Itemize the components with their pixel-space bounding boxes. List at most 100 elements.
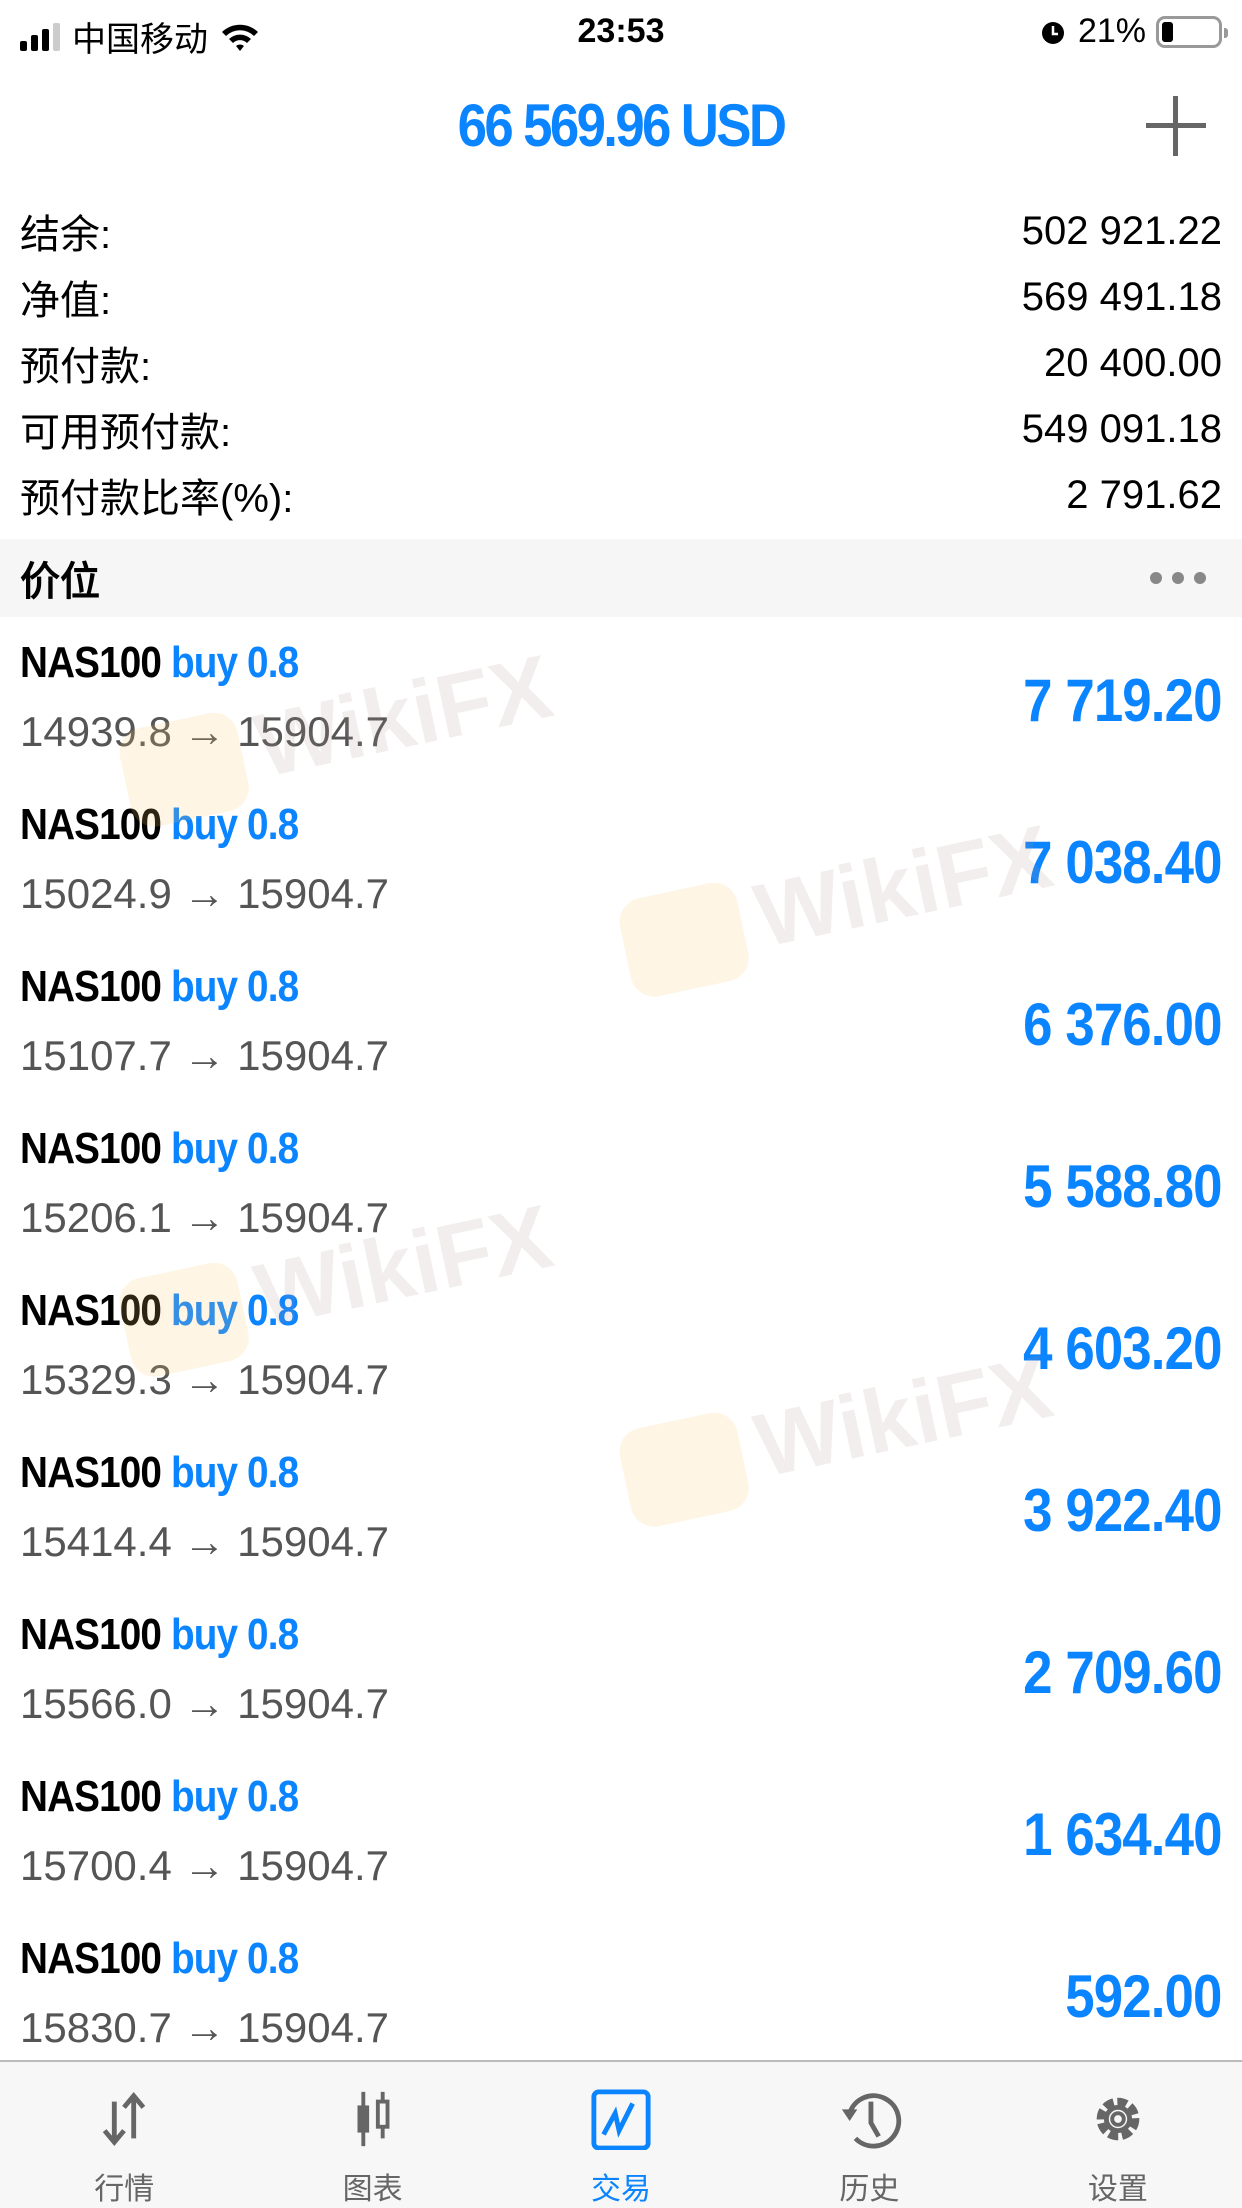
account-label: 预付款比率(%): xyxy=(20,477,294,521)
position-title: NAS100 buy 0.8 xyxy=(20,1934,299,1984)
profit: 1 634.40 xyxy=(1023,1801,1223,1868)
symbol: NAS100 xyxy=(20,800,162,849)
account-label: 可用预付款: xyxy=(20,411,232,455)
wifi-icon xyxy=(222,24,258,51)
header: 66 569.96 USD xyxy=(0,84,1242,168)
history-clock-icon xyxy=(842,2093,902,2149)
price-range: 15830.7 → 15904.7 xyxy=(20,2004,389,2051)
position-row[interactable]: NAS100 buy 0.8 15414.4 → 15904.7 3 922.4… xyxy=(0,1430,1242,1592)
symbol: NAS100 xyxy=(20,1448,162,1497)
position-row[interactable]: NAS100 buy 0.8 15206.1 → 15904.7 5 588.8… xyxy=(0,1106,1242,1268)
tab-label: 历史 xyxy=(839,2173,900,2206)
account-label: 结余: xyxy=(20,213,112,257)
position-title: NAS100 buy 0.8 xyxy=(20,800,299,850)
tab-label: 交易 xyxy=(591,2173,652,2206)
profit: 4 603.20 xyxy=(1023,1315,1223,1382)
tab-quotes[interactable]: 行情 xyxy=(0,2062,248,2208)
position-title: NAS100 buy 0.8 xyxy=(20,1448,299,1498)
symbol: NAS100 xyxy=(20,962,162,1011)
positions-header: 价位 xyxy=(0,539,1242,617)
symbol: NAS100 xyxy=(20,1610,162,1659)
position-row[interactable]: NAS100 buy 0.8 14939.8 → 15904.7 7 719.2… xyxy=(0,620,1242,782)
symbol: NAS100 xyxy=(20,1772,162,1821)
price-range: 15107.7 → 15904.7 xyxy=(20,1032,389,1079)
clock: 23:53 xyxy=(577,12,665,50)
order-type: buy 0.8 xyxy=(170,1934,299,1983)
price-range: 15414.4 → 15904.7 xyxy=(20,1518,389,1565)
order-type: buy 0.8 xyxy=(170,1610,299,1659)
quotes-arrows-icon xyxy=(102,2091,146,2147)
battery-percent: 21% xyxy=(1077,12,1146,50)
profit: 7 038.40 xyxy=(1023,829,1223,896)
price-range: 14939.8 → 15904.7 xyxy=(20,708,389,755)
position-row[interactable]: NAS100 buy 0.8 15024.9 → 15904.7 7 038.4… xyxy=(0,782,1242,944)
account-label: 净值: xyxy=(20,279,112,323)
price-range: 15700.4 → 15904.7 xyxy=(20,1842,389,1889)
position-row[interactable]: NAS100 buy 0.8 15700.4 → 15904.7 1 634.4… xyxy=(0,1754,1242,1916)
account-value: 502 921.22 xyxy=(1021,208,1222,253)
status-bar: 中国移动 23:53 21% xyxy=(0,0,1242,64)
order-type: buy 0.8 xyxy=(170,1286,299,1335)
order-type: buy 0.8 xyxy=(170,800,299,849)
account-row: 结余: 502 921.22 xyxy=(0,198,1242,264)
position-title: NAS100 buy 0.8 xyxy=(20,1610,299,1660)
symbol: NAS100 xyxy=(20,638,162,687)
position-title: NAS100 buy 0.8 xyxy=(20,1124,299,1174)
position-title: NAS100 buy 0.8 xyxy=(20,1286,299,1336)
tab-chart[interactable]: 图表 xyxy=(248,2062,496,2208)
add-order-button[interactable] xyxy=(1146,96,1206,156)
price-range: 15329.3 → 15904.7 xyxy=(20,1356,389,1403)
price-range: 15566.0 → 15904.7 xyxy=(20,1680,389,1727)
order-type: buy 0.8 xyxy=(170,1448,299,1497)
profit: 592.00 xyxy=(1065,1963,1223,2030)
account-value: 20 400.00 xyxy=(1044,340,1222,385)
account-row: 预付款比率(%): 2 791.62 xyxy=(0,462,1242,528)
more-icon[interactable] xyxy=(1150,572,1206,584)
tab-bar: 行情 图表 交易 历史 设置 xyxy=(0,2060,1242,2208)
profit: 7 719.20 xyxy=(1023,667,1223,734)
tab-trade[interactable]: 交易 xyxy=(497,2062,745,2208)
positions-list: NAS100 buy 0.8 14939.8 → 15904.7 7 719.2… xyxy=(0,620,1242,2078)
tab-settings[interactable]: 设置 xyxy=(994,2062,1242,2208)
account-title: 66 569.96 USD xyxy=(457,92,787,159)
profit: 6 376.00 xyxy=(1023,991,1223,1058)
alarm-icon xyxy=(1041,21,1064,44)
position-title: NAS100 buy 0.8 xyxy=(20,962,299,1012)
order-type: buy 0.8 xyxy=(170,1772,299,1821)
symbol: NAS100 xyxy=(20,1286,162,1335)
position-row[interactable]: NAS100 buy 0.8 15107.7 → 15904.7 6 376.0… xyxy=(0,944,1242,1106)
account-row: 净值: 569 491.18 xyxy=(0,264,1242,330)
position-title: NAS100 buy 0.8 xyxy=(20,1772,299,1822)
account-row: 可用预付款: 549 091.18 xyxy=(0,396,1242,462)
position-row[interactable]: NAS100 buy 0.8 15566.0 → 15904.7 2 709.6… xyxy=(0,1592,1242,1754)
position-row[interactable]: NAS100 buy 0.8 15329.3 → 15904.7 4 603.2… xyxy=(0,1268,1242,1430)
tab-history[interactable]: 历史 xyxy=(745,2062,993,2208)
price-range: 15206.1 → 15904.7 xyxy=(20,1194,389,1241)
candlestick-chart-icon xyxy=(357,2091,390,2147)
tab-label: 行情 xyxy=(94,2173,155,2206)
account-value: 549 091.18 xyxy=(1021,406,1222,451)
position-row[interactable]: NAS100 buy 0.8 15830.7 → 15904.7 592.00 xyxy=(0,1916,1242,2078)
profit: 3 922.40 xyxy=(1023,1477,1223,1544)
signal-icon xyxy=(20,22,60,51)
account-value: 2 791.62 xyxy=(1066,472,1222,517)
trade-chart-icon xyxy=(591,2089,651,2150)
tab-label: 设置 xyxy=(1087,2173,1148,2206)
account-value: 569 491.18 xyxy=(1021,274,1222,319)
profit: 2 709.60 xyxy=(1023,1639,1223,1706)
profit: 5 588.80 xyxy=(1023,1153,1223,1220)
symbol: NAS100 xyxy=(20,1934,162,1983)
price-range: 15024.9 → 15904.7 xyxy=(20,870,389,917)
symbol: NAS100 xyxy=(20,1124,162,1173)
battery-icon xyxy=(1156,15,1228,48)
position-title: NAS100 buy 0.8 xyxy=(20,638,299,688)
order-type: buy 0.8 xyxy=(170,638,299,687)
order-type: buy 0.8 xyxy=(170,1124,299,1173)
gear-icon xyxy=(1096,2097,1140,2141)
order-type: buy 0.8 xyxy=(170,962,299,1011)
tab-label: 图表 xyxy=(342,2173,403,2206)
carrier: 中国移动 xyxy=(72,21,208,59)
account-row: 预付款: 20 400.00 xyxy=(0,330,1242,396)
section-title: 价位 xyxy=(20,560,100,604)
account-summary: 结余: 502 921.22 净值: 569 491.18 预付款: 20 400.0… xyxy=(0,198,1242,528)
